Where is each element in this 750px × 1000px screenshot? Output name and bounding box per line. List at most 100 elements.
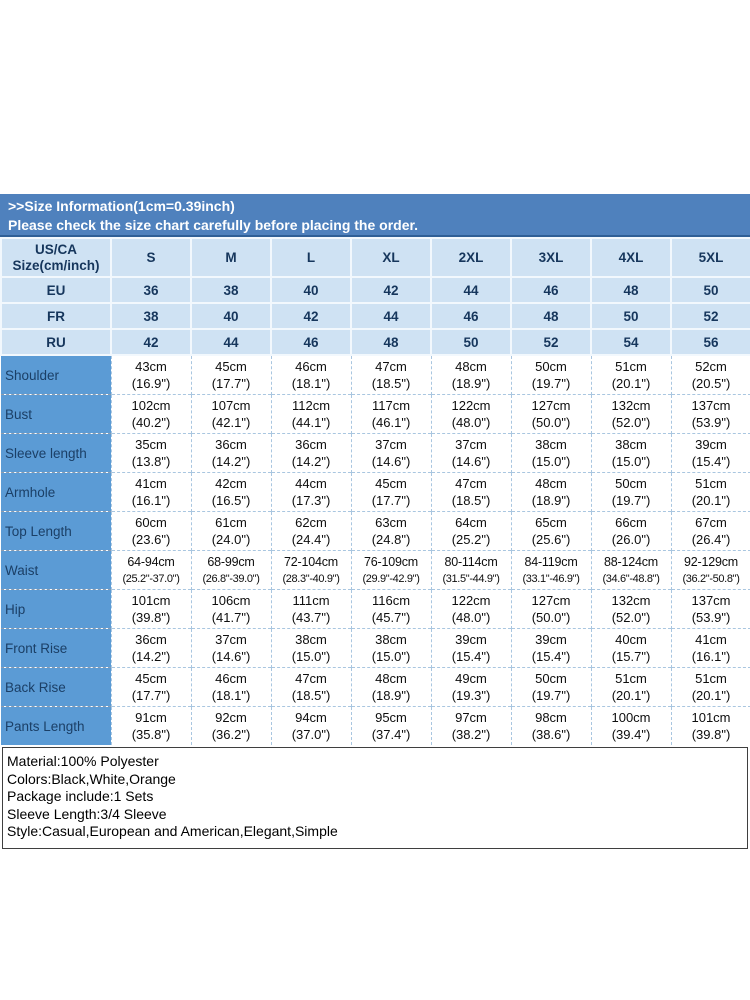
value-cm: 47cm (375, 359, 407, 374)
value-cm: 98cm (535, 710, 567, 725)
table-cell: 122cm (48.0") (430, 394, 512, 434)
value-inch: (15.0") (611, 453, 651, 469)
value-inch: (20.1") (691, 687, 731, 703)
value-inch: (53.9") (691, 609, 731, 625)
value-inch: (26.0") (611, 531, 651, 547)
table-cell: 37cm (14.6") (350, 433, 432, 473)
table-cell: 39cm (15.4") (430, 628, 512, 668)
row-label: Pants Length (1, 706, 111, 745)
table-cell: 47cm (18.5") (350, 354, 432, 395)
product-specs: Material:100% Polyester Colors:Black,Whit… (2, 747, 748, 849)
value-cm: 127cm (531, 593, 571, 608)
value-cm: 38cm (535, 437, 567, 452)
table-row: Waist 64-94cm (25.2"-37.0") 68-99cm (26.8"-3… (1, 550, 750, 590)
table-cell: 112cm (44.1") (270, 394, 352, 434)
value-inch: (20.1") (611, 375, 651, 391)
value-cm: 65cm (535, 515, 567, 530)
value-cm: 107cm (211, 398, 251, 413)
table-cell: 37cm (14.6") (190, 628, 272, 668)
value-inch: (25.2") (451, 531, 491, 547)
value-inch: (33.1"-46.9") (522, 572, 580, 585)
row-label: Top Length (1, 511, 111, 551)
value-inch: (42.1") (211, 414, 251, 430)
table-cell: 46 (270, 328, 352, 356)
value-cm: 51cm (615, 671, 647, 686)
value-cm: 137cm (691, 398, 731, 413)
value-cm: 37cm (455, 437, 487, 452)
value-inch: (25.6") (531, 531, 571, 547)
value-cm: 132cm (611, 398, 651, 413)
table-cell: 42 (350, 276, 432, 304)
spec-line: Material:100% Polyester (7, 753, 159, 769)
row-label: Back Rise (1, 667, 111, 707)
row-label: Sleeve length (1, 433, 111, 473)
value-inch: (24.8") (371, 531, 411, 547)
value-inch: (45.7") (371, 609, 411, 625)
table-cell: 137cm (53.9") (670, 589, 750, 629)
value-cm: 137cm (691, 593, 731, 608)
value-cm: 51cm (695, 671, 727, 686)
value-inch: (15.4") (531, 648, 571, 664)
table-cell: 116cm (45.7") (350, 589, 432, 629)
table-cell: 44cm (17.3") (270, 472, 352, 512)
value-inch: (17.3") (291, 492, 331, 508)
value-inch: (16.1") (691, 648, 731, 664)
table-row: Bust 102cm (40.2") 107cm (42.1") 112cm (44.1")… (1, 394, 750, 434)
value-inch: (15.4") (691, 453, 731, 469)
table-cell: 56 (670, 328, 750, 356)
value-cm: 39cm (535, 632, 567, 647)
table-cell: 64-94cm (25.2"-37.0") (110, 550, 192, 590)
table-cell: 47cm (18.5") (430, 472, 512, 512)
value-inch: (43.7") (291, 609, 331, 625)
table-cell: 111cm (43.7") (270, 589, 352, 629)
table-cell: 48 (350, 328, 432, 356)
value-cm: 122cm (451, 593, 491, 608)
value-inch: (14.6") (451, 453, 491, 469)
value-cm: 43cm (135, 359, 167, 374)
table-cell: 102cm (40.2") (110, 394, 192, 434)
value-cm: 47cm (455, 476, 487, 491)
value-inch: (19.7") (531, 375, 571, 391)
value-inch: (15.4") (451, 648, 491, 664)
table-cell: 51cm (20.1") (670, 472, 750, 512)
value-cm: 37cm (215, 632, 247, 647)
value-cm: 39cm (695, 437, 727, 452)
table-cell: 44 (350, 302, 432, 330)
value-inch: (17.7") (371, 492, 411, 508)
value-inch: (48.0") (451, 414, 491, 430)
value-inch: (39.8") (691, 726, 731, 742)
table-cell: 36 (110, 276, 192, 304)
value-cm: 42cm (215, 476, 247, 491)
column-header: XL (350, 237, 432, 278)
column-header: 5XL (670, 237, 750, 278)
value-inch: (17.7") (131, 687, 171, 703)
value-cm: 60cm (135, 515, 167, 530)
table-cell: 38 (110, 302, 192, 330)
value-cm: 101cm (691, 710, 731, 725)
table-cell: 91cm (35.8") (110, 706, 192, 745)
value-cm: 127cm (531, 398, 571, 413)
value-cm: 41cm (695, 632, 727, 647)
table-cell: 36cm (14.2") (110, 628, 192, 668)
table-cell: 132cm (52.0") (590, 589, 672, 629)
table-cell: 92cm (36.2") (190, 706, 272, 745)
value-inch: (23.6") (131, 531, 171, 547)
table-cell: 45cm (17.7") (110, 667, 192, 707)
table-cell: 92-129cm (36.2"-50.8") (670, 550, 750, 590)
value-inch: (37.4") (371, 726, 411, 742)
banner-title: >>Size Information(1cm=0.39inch) (8, 198, 235, 214)
value-cm: 51cm (695, 476, 727, 491)
value-inch: (29.9"-42.9") (362, 572, 420, 585)
value-cm: 50cm (615, 476, 647, 491)
table-cell: 127cm (50.0") (510, 589, 592, 629)
column-header: M (190, 237, 272, 278)
value-cm: 100cm (611, 710, 651, 725)
table-cell: 50cm (19.7") (510, 667, 592, 707)
value-cm: 38cm (615, 437, 647, 452)
table-cell: 45cm (17.7") (190, 354, 272, 395)
value-cm: 38cm (375, 632, 407, 647)
table-cell: 63cm (24.8") (350, 511, 432, 551)
value-cm: 91cm (135, 710, 167, 725)
column-header: 3XL (510, 237, 592, 278)
table-cell: 48cm (18.9") (430, 354, 512, 395)
